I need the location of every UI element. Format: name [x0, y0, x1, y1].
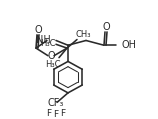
Text: OH: OH — [122, 40, 137, 50]
Text: F: F — [46, 109, 52, 118]
Text: CH₃: CH₃ — [75, 30, 91, 39]
Text: H₃C: H₃C — [40, 39, 56, 48]
Text: CF₃: CF₃ — [48, 98, 64, 108]
Text: H₃C: H₃C — [45, 60, 61, 69]
Text: F: F — [53, 110, 59, 119]
Text: NH: NH — [36, 35, 51, 45]
Text: O: O — [47, 51, 55, 61]
Text: O: O — [102, 22, 110, 32]
Text: F: F — [61, 109, 66, 118]
Text: O: O — [34, 25, 42, 35]
